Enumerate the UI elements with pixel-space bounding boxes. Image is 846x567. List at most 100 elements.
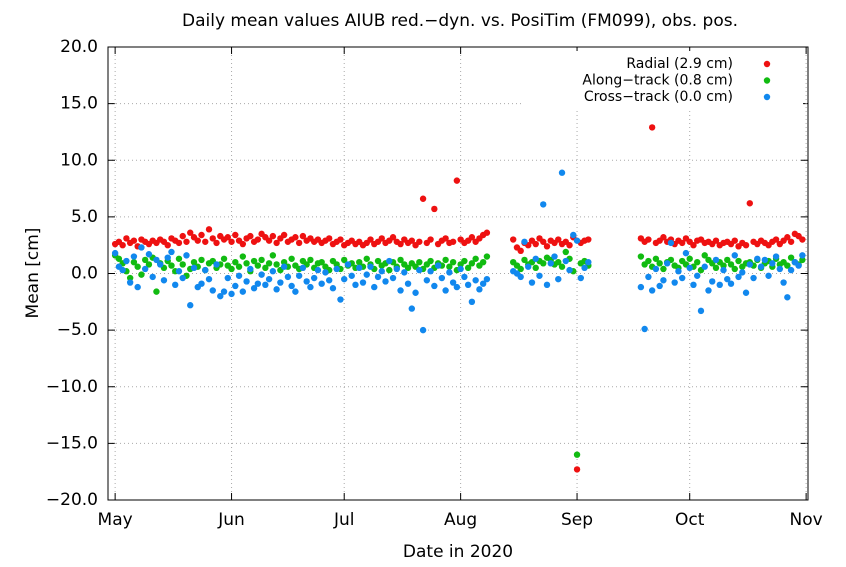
data-point (250, 257, 258, 265)
data-point (145, 261, 153, 268)
data-point (468, 234, 476, 241)
data-point (742, 289, 750, 296)
data-point (483, 229, 491, 236)
data-point (532, 264, 539, 272)
data-point (356, 264, 363, 272)
data-point (540, 201, 547, 208)
data-point (754, 255, 761, 262)
data-point (280, 258, 288, 266)
data-point (577, 274, 585, 282)
y-tick-label: −10.0 (46, 377, 98, 397)
data-point (645, 257, 652, 265)
data-point (232, 231, 239, 239)
data-point (461, 257, 468, 265)
data-point (284, 273, 292, 281)
data-point (772, 236, 780, 243)
data-point (130, 253, 138, 260)
data-point (784, 294, 791, 301)
data-point (397, 256, 404, 264)
data-point (686, 264, 693, 272)
data-point (224, 234, 231, 241)
data-point (224, 274, 231, 282)
data-point (202, 238, 209, 245)
data-point (660, 277, 667, 284)
data-point (243, 260, 250, 267)
data-point (295, 239, 303, 247)
data-point (682, 249, 690, 257)
data-point (168, 262, 175, 269)
data-point (175, 268, 183, 275)
data-point (371, 283, 378, 291)
legend-marker (763, 93, 771, 101)
data-point (468, 260, 476, 267)
data-point (461, 273, 468, 281)
data-point (784, 262, 791, 269)
data-point (288, 282, 295, 290)
data-point (145, 251, 153, 258)
legend-label: Radial (2.9 cm) (626, 56, 733, 72)
data-point (352, 281, 359, 289)
data-point (449, 238, 457, 245)
x-tick-label: Nov (790, 510, 823, 530)
data-point (694, 258, 701, 266)
data-point (712, 256, 720, 264)
data-point (795, 262, 802, 269)
data-point (543, 281, 551, 289)
data-point (427, 268, 434, 275)
data-point (536, 272, 543, 279)
data-point (318, 280, 325, 287)
data-point (483, 275, 491, 283)
data-point (232, 282, 239, 290)
data-point (119, 266, 126, 274)
data-point (709, 278, 716, 285)
data-point (179, 274, 186, 282)
data-point (348, 272, 355, 279)
data-point (322, 269, 329, 276)
data-point (156, 261, 164, 268)
data-point (404, 280, 412, 287)
data-point (179, 261, 186, 268)
data-point (187, 302, 194, 309)
data-point (645, 273, 652, 281)
data-point (288, 255, 295, 262)
data-point (213, 239, 220, 247)
x-axis-label: Date in 2020 (403, 542, 513, 562)
data-point (239, 253, 247, 260)
data-point (412, 289, 419, 296)
data-point (765, 272, 772, 279)
data-point (228, 265, 235, 273)
data-point (757, 263, 765, 270)
y-tick-label: 10.0 (60, 150, 98, 170)
data-point (645, 236, 652, 243)
data-point (525, 263, 532, 270)
x-tick-label: Jul (333, 510, 355, 530)
data-point (446, 263, 453, 270)
data-point (228, 238, 235, 245)
data-point (149, 273, 156, 281)
data-point (232, 258, 239, 266)
data-point (235, 272, 243, 279)
x-tick-label: Jun (217, 510, 245, 530)
data-point (250, 285, 258, 292)
data-point (686, 255, 693, 262)
data-point (585, 258, 592, 266)
data-point (585, 236, 592, 243)
data-point (138, 244, 145, 251)
data-point (772, 253, 780, 260)
data-point (247, 265, 254, 273)
data-point (532, 240, 539, 248)
data-point (220, 288, 228, 295)
data-point (690, 281, 697, 289)
data-point (356, 258, 363, 266)
data-point (175, 239, 183, 247)
data-point (678, 274, 686, 282)
data-point (239, 288, 247, 295)
data-point (427, 236, 434, 243)
data-point (190, 258, 198, 266)
data-point (761, 256, 769, 264)
data-point (562, 248, 569, 256)
data-point (164, 254, 171, 261)
data-point (434, 262, 442, 269)
data-point (168, 248, 175, 256)
